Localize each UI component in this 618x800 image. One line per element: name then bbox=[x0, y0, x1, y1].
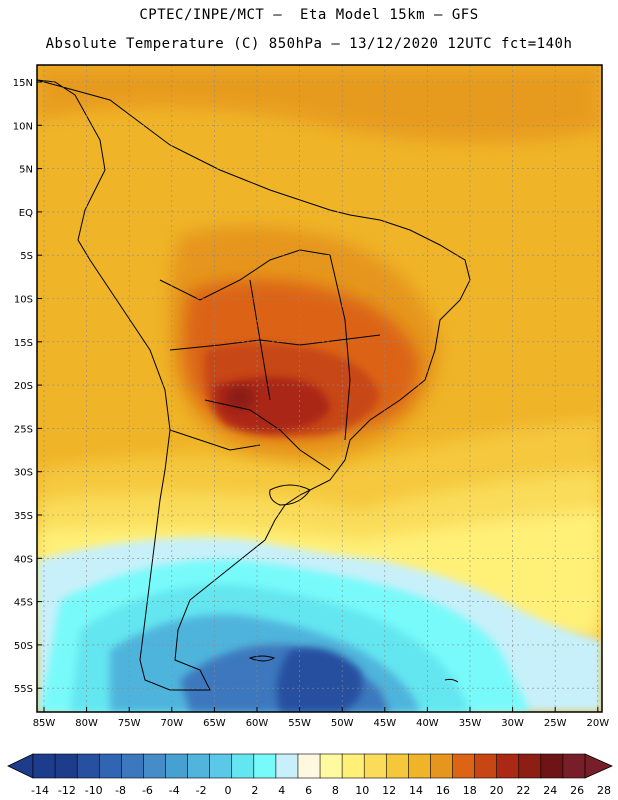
colorbar-swatch bbox=[121, 753, 144, 779]
lat-label: 10N bbox=[13, 121, 33, 132]
lat-label: 45S bbox=[14, 598, 33, 609]
colorbar-arrow-left bbox=[7, 753, 34, 779]
colorbar-swatch bbox=[32, 753, 56, 779]
colorbar-label: 24 bbox=[543, 784, 557, 797]
graticule bbox=[37, 65, 602, 712]
colorbar-label: -4 bbox=[169, 784, 180, 797]
lat-label: 55S bbox=[14, 684, 33, 695]
colorbar-label: 14 bbox=[409, 784, 423, 797]
colorbar-label: -8 bbox=[115, 784, 126, 797]
colorbar-swatch bbox=[297, 753, 321, 779]
lon-label: 20W bbox=[586, 718, 609, 729]
lat-label: 15S bbox=[14, 338, 33, 349]
colorbar-swatch bbox=[540, 753, 564, 779]
colorbar-swatch bbox=[54, 753, 78, 779]
colorbar-label: -2 bbox=[196, 784, 207, 797]
colorbar-swatch bbox=[408, 753, 432, 779]
colorbar-label: 4 bbox=[278, 784, 285, 797]
map-frame bbox=[36, 64, 603, 713]
colorbar-label: 2 bbox=[251, 784, 258, 797]
colorbar-label: 8 bbox=[332, 784, 339, 797]
temperature-field bbox=[37, 65, 602, 712]
chart-title-line1: CPTEC/INPE/MCT – Eta Model 15km – GFS bbox=[139, 7, 479, 23]
colorbar-swatch bbox=[231, 753, 255, 779]
colorbar-swatch bbox=[253, 753, 277, 779]
colorbar-swatch bbox=[496, 753, 520, 779]
chart-title-line2: Absolute Temperature (C) 850hPa – 13/12/… bbox=[45, 36, 573, 52]
lat-label: 25S bbox=[14, 424, 33, 435]
lat-label: 5S bbox=[20, 251, 33, 262]
colorbar-labels: -14 -12 -10 -8 -6 -4 -2 0 2 4 6 8 10 12 14 16 18 20 22 24 26… bbox=[31, 784, 611, 797]
colorbar-swatch bbox=[518, 753, 542, 779]
colorbar-label: 22 bbox=[516, 784, 530, 797]
colorbar-swatch bbox=[385, 753, 409, 779]
lon-label: 70W bbox=[160, 718, 183, 729]
lon-label: 65W bbox=[203, 718, 226, 729]
colorbar-swatch bbox=[165, 753, 189, 779]
colorbar bbox=[7, 753, 613, 779]
colorbar-swatch bbox=[143, 753, 167, 779]
lon-label: 80W bbox=[75, 718, 98, 729]
lon-label: 75W bbox=[118, 718, 141, 729]
lat-label: 20S bbox=[14, 381, 33, 392]
lon-label: 35W bbox=[459, 718, 482, 729]
colorbar-label: 20 bbox=[490, 784, 504, 797]
lat-label: 50S bbox=[14, 641, 33, 652]
lon-label: 40W bbox=[416, 718, 439, 729]
colorbar-swatch bbox=[275, 753, 299, 779]
colorbar-label: 0 bbox=[225, 784, 232, 797]
colorbar-label: 10 bbox=[355, 784, 369, 797]
lat-label: 5N bbox=[19, 165, 33, 176]
colorbar-label: 16 bbox=[436, 784, 450, 797]
colorbar-swatch bbox=[209, 753, 233, 779]
colorbar-swatch bbox=[430, 753, 454, 779]
lon-label: 55W bbox=[288, 718, 311, 729]
longitude-labels: 85W 80W 75W 70W 65W 60W 55W 50W 45W 40W 35W 30W 25W 2… bbox=[33, 707, 609, 729]
colorbar-arrow-right bbox=[584, 753, 613, 779]
colorbar-label: 26 bbox=[570, 784, 584, 797]
colorbar-swatch bbox=[341, 753, 365, 779]
colorbar-swatch bbox=[76, 753, 100, 779]
lat-label: 15N bbox=[13, 78, 33, 89]
colorbar-label: -10 bbox=[85, 784, 103, 797]
colorbar-swatch bbox=[187, 753, 211, 779]
colorbar-label: 12 bbox=[382, 784, 396, 797]
colorbar-label: 28 bbox=[597, 784, 611, 797]
lon-label: 60W bbox=[246, 718, 269, 729]
colorbar-swatch bbox=[452, 753, 476, 779]
colorbar-swatch bbox=[98, 753, 122, 779]
colorbar-swatch bbox=[562, 753, 586, 779]
colorbar-swatch bbox=[363, 753, 387, 779]
lat-label: 30S bbox=[14, 468, 33, 479]
colorbar-label: 18 bbox=[463, 784, 477, 797]
lon-label: 50W bbox=[331, 718, 354, 729]
colorbar-label: -6 bbox=[142, 784, 153, 797]
lat-label: 10S bbox=[14, 295, 33, 306]
colorbar-swatch bbox=[474, 753, 498, 779]
lon-label: 30W bbox=[501, 718, 524, 729]
lon-label: 85W bbox=[33, 718, 56, 729]
colorbar-label: -12 bbox=[58, 784, 76, 797]
coastlines-and-borders bbox=[37, 79, 471, 691]
colorbar-swatch bbox=[319, 753, 343, 779]
lat-label: 40S bbox=[14, 554, 33, 565]
lon-label: 45W bbox=[373, 718, 396, 729]
latitude-labels: 15N 10N 5N EQ 5S 10S 15S 20S 25S 30S 35S 40S 45S 50S 5… bbox=[13, 78, 42, 695]
colorbar-label: -14 bbox=[31, 784, 49, 797]
lat-label: EQ bbox=[19, 208, 33, 219]
lat-label: 35S bbox=[14, 511, 33, 522]
lon-label: 25W bbox=[544, 718, 567, 729]
colorbar-label: 6 bbox=[305, 784, 312, 797]
